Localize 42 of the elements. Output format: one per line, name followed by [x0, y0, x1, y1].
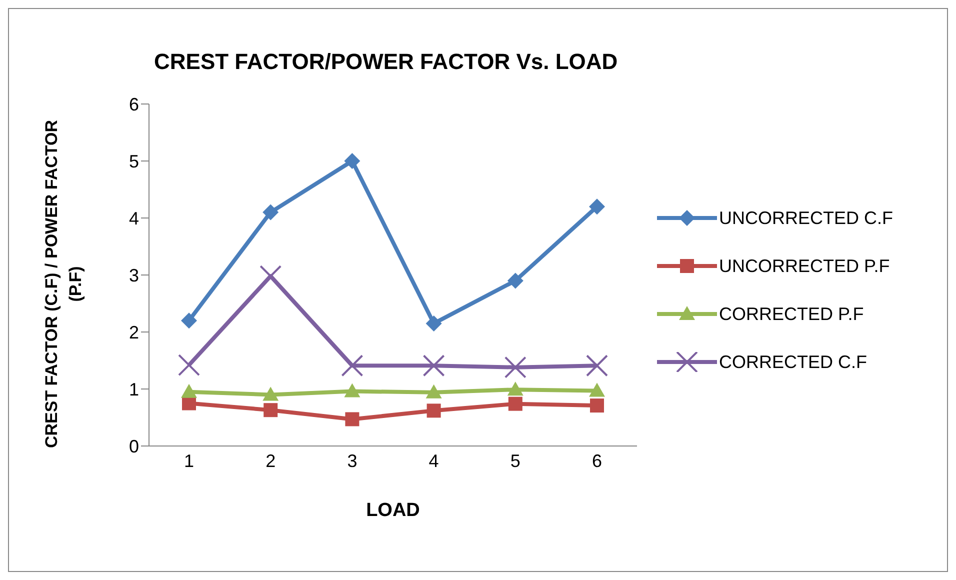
legend-label: CORRECTED C.F — [719, 352, 867, 372]
x-tick-label: 2 — [266, 450, 276, 471]
chart-title: CREST FACTOR/POWER FACTOR Vs. LOAD — [154, 49, 618, 75]
y-tick-label: 2 — [128, 322, 139, 342]
x-tick-label: 1 — [184, 450, 194, 471]
y-tick-label: 0 — [128, 436, 139, 456]
point — [344, 153, 360, 169]
legend-label: CORRECTED P.F — [719, 304, 864, 324]
point — [345, 412, 360, 426]
point — [262, 204, 279, 220]
point — [181, 312, 197, 329]
point — [262, 386, 279, 401]
y-tick-label: 5 — [128, 151, 139, 172]
x-tick-label: 5 — [510, 450, 520, 471]
point — [589, 198, 605, 215]
point — [264, 403, 278, 418]
point — [178, 354, 200, 376]
point — [507, 272, 524, 289]
legend-label: UNCORRECTED P.F — [719, 256, 890, 276]
y-tick-label: 1 — [128, 379, 139, 400]
point — [504, 356, 526, 378]
point — [508, 396, 522, 411]
point — [181, 384, 197, 398]
legend-label: UNCORRECTED C.F — [719, 208, 893, 228]
y-axis-title: CREST FACTOR (C.F) / POWER FACTOR (P.F) — [41, 118, 86, 450]
x-tick-label: 4 — [428, 450, 439, 471]
y-tick-label: 4 — [128, 208, 139, 228]
x-tick-label: 3 — [347, 450, 358, 471]
point — [341, 354, 364, 377]
point — [426, 315, 442, 332]
y-tick-label: 6 — [128, 94, 139, 114]
point — [426, 404, 441, 418]
x-tick-label: 6 — [592, 450, 602, 471]
point — [426, 384, 442, 398]
point — [344, 383, 360, 398]
point — [422, 354, 445, 377]
point — [590, 398, 604, 413]
y-tick-label: 3 — [128, 265, 139, 286]
x-axis-title: LOAD — [366, 500, 420, 521]
point — [586, 354, 608, 377]
point — [507, 382, 524, 396]
point — [589, 382, 605, 397]
